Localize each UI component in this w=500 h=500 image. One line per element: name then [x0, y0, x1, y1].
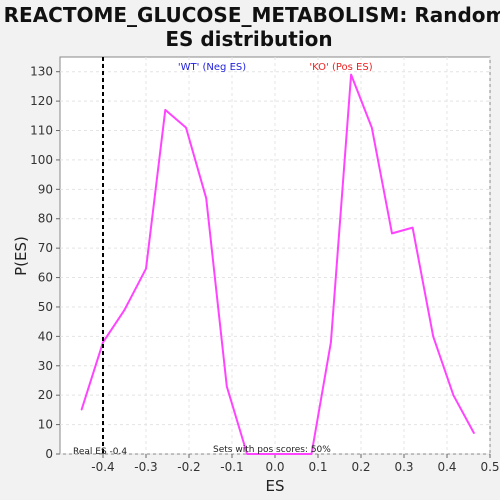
data-point [205, 197, 207, 199]
data-point [80, 409, 83, 411]
data-point [432, 335, 434, 337]
x-tick-label: 0.3 [394, 460, 413, 474]
data-point [102, 341, 104, 343]
y-tick-label: 0 [45, 447, 53, 461]
y-tick-label: 60 [38, 271, 53, 285]
x-tick-label: -0.3 [134, 460, 157, 474]
data-point [164, 109, 166, 111]
x-tick-label: 0.5 [480, 460, 499, 474]
x-tick-label: 0.0 [265, 460, 284, 474]
y-axis-title: P(ES) [12, 236, 30, 276]
ko-group-label: 'KO' (Pos ES) [309, 62, 372, 73]
data-point [185, 126, 187, 129]
real-es-annotation: Real ES -0.4 [73, 447, 127, 457]
y-tick-label: 70 [38, 241, 53, 255]
data-point [226, 385, 228, 387]
y-tick-label: 50 [38, 300, 53, 314]
y-tick-label: 40 [38, 329, 53, 343]
y-tick-label: 110 [30, 124, 53, 138]
y-tick-label: 10 [38, 418, 53, 432]
data-point [330, 341, 332, 343]
y-tick-label: 80 [38, 212, 53, 226]
pos-scores-annotation: Sets with pos scores: 50% [213, 445, 331, 455]
y-tick-label: 20 [38, 388, 53, 402]
chart-title-line-1: REACTOME_GLUCOSE_METABOLISM: Random [4, 3, 500, 27]
y-tick-label: 130 [30, 65, 53, 79]
y-axis-ticks: 0 10 20 30 40 50 60 70 80 90 100 110 120 130 [30, 65, 60, 461]
wt-group-label: 'WT' (Neg ES) [178, 62, 246, 73]
y-tick-label: 90 [38, 182, 53, 196]
data-point [391, 232, 393, 235]
x-tick-label: 0.4 [437, 460, 456, 474]
x-tick-label: -0.4 [91, 460, 114, 474]
chart-title-line-2: ES distribution [165, 27, 332, 51]
data-point [145, 268, 147, 270]
data-point [412, 226, 414, 229]
data-point [371, 126, 373, 129]
series-layer [80, 73, 475, 455]
data-point [246, 453, 248, 455]
data-point [123, 309, 126, 311]
data-point [452, 394, 455, 396]
data-point [310, 453, 313, 455]
x-axis-ticks: -0.4 -0.3 -0.2 -0.1 0.0 0.1 0.2 0.3 0.4 0.5 [91, 454, 500, 474]
y-tick-label: 100 [30, 153, 53, 167]
data-point [473, 432, 475, 435]
x-tick-label: -0.1 [220, 460, 243, 474]
y-tick-label: 120 [30, 94, 53, 108]
x-tick-label: 0.2 [351, 460, 370, 474]
x-axis-title: ES [266, 477, 285, 495]
x-tick-label: 0.1 [308, 460, 327, 474]
y-tick-label: 30 [38, 359, 53, 373]
data-point [274, 453, 276, 455]
data-point [350, 74, 352, 76]
x-tick-label: -0.2 [177, 460, 200, 474]
